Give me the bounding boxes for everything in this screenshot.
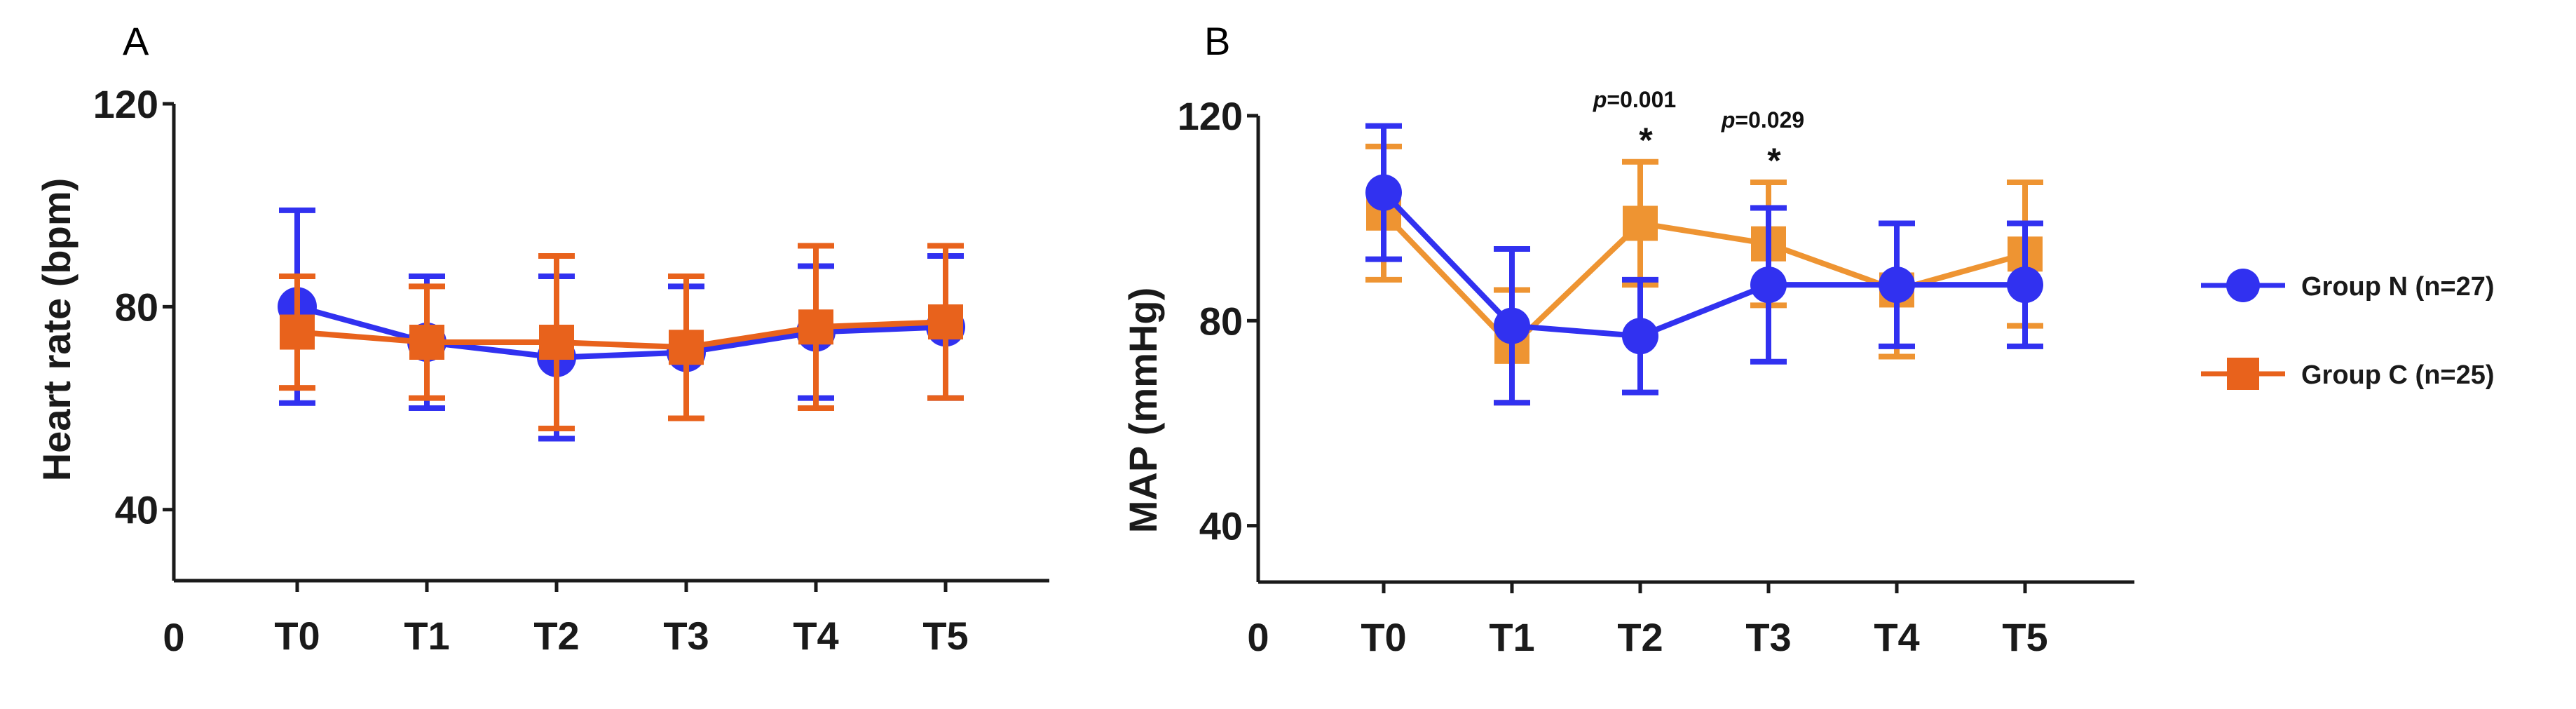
panel-a: A Heart rate (bpm) 0 40 80 120 T0 T1 T2 T3 T4 T…	[34, 19, 1049, 659]
panel-b-series-group-n	[1365, 123, 2043, 406]
panel-b-x-tick-label-t4: T4	[1874, 615, 1919, 659]
panel-a-x-tick-label-t0: T0	[274, 614, 320, 658]
panel-a-x-tick-label-t4: T4	[793, 614, 838, 658]
panel-b-group-n-point-t1	[1494, 307, 1530, 344]
panel-a-label: A	[123, 19, 149, 63]
panel-b-annotation-star-t2: *	[1639, 121, 1653, 160]
panel-b-group-n-point-t5	[2007, 266, 2043, 304]
panel-a-x-tick-label-t1: T1	[404, 614, 449, 658]
panel-a-x-origin-label: 0	[163, 615, 184, 659]
panel-b: B MAP (mmHg) 0 40 80 120 T0 T1 T2 T3 T4 T5 * p=0…	[1121, 19, 2134, 659]
panel-a-y-axis-title: Heart rate (bpm)	[34, 178, 79, 482]
panel-a-group-c-point-t3	[669, 330, 704, 365]
panel-b-x-tick-label-t0: T0	[1361, 615, 1406, 659]
panel-a-group-c-point-t2	[539, 325, 574, 360]
panel-b-group-n-point-t3	[1750, 266, 1787, 304]
panel-b-annotation-pvalue-t3: p=0.029	[1721, 107, 1804, 133]
panel-b-group-n-point-t4	[1879, 266, 1915, 304]
panel-a-series-group-c	[279, 243, 964, 431]
legend-item-group-c: Group C (n=25)	[2201, 358, 2495, 390]
panel-b-y-tick-label-80: 80	[1199, 299, 1243, 343]
panel-b-x-tick-label-t3: T3	[1745, 615, 1791, 659]
panel-b-x-tick-label-t2: T2	[1617, 615, 1663, 659]
panel-a-group-c-line	[297, 319, 946, 351]
panel-b-group-n-point-t0	[1365, 174, 1402, 211]
panel-a-y-tick-label-40: 40	[115, 488, 158, 532]
panel-b-x-tick-label-t1: T1	[1489, 615, 1534, 659]
panel-b-annotation-star-t3: *	[1767, 141, 1781, 180]
panel-b-x-tick-label-t5: T5	[2002, 615, 2047, 659]
panel-b-group-c-point-t2	[1623, 205, 1658, 241]
panel-a-group-c-point-t5	[928, 304, 963, 340]
panel-a-x-tick-label-t5: T5	[922, 614, 968, 658]
legend-group-c-marker	[2227, 358, 2259, 390]
panel-a-x-tick-label-t2: T2	[533, 614, 579, 658]
panel-b-y-axis-title: MAP (mmHg)	[1121, 288, 1165, 534]
panel-b-annotation-pvalue-t2: p=0.001	[1593, 87, 1676, 112]
legend-group-n-marker	[2226, 269, 2260, 302]
legend-group-c-label: Group C (n=25)	[2301, 360, 2495, 390]
panel-b-y-tick-label-120: 120	[1178, 94, 1243, 138]
panel-a-y-tick-label-80: 80	[115, 285, 158, 329]
panel-b-y-tick-label-40: 40	[1199, 504, 1243, 548]
panel-a-x-tick-label-t3: T3	[663, 614, 709, 658]
panel-a-y-tick-label-120: 120	[93, 82, 158, 126]
panel-b-group-n-point-t2	[1622, 318, 1658, 355]
panel-a-group-c-point-t1	[409, 325, 444, 360]
panel-b-group-n-line	[1382, 190, 2025, 339]
panel-b-group-c-line	[1382, 211, 2026, 351]
panel-a-group-n-line	[296, 304, 946, 360]
panel-b-x-origin-label: 0	[1247, 615, 1269, 659]
legend-group-n-label: Group N (n=27)	[2301, 272, 2495, 302]
panel-b-label: B	[1204, 19, 1230, 63]
legend-item-group-n: Group N (n=27)	[2201, 269, 2495, 302]
panel-a-group-c-point-t4	[798, 309, 833, 345]
panel-a-group-c-point-t0	[280, 314, 315, 350]
legend: Group N (n=27) Group C (n=25)	[2201, 269, 2495, 390]
panel-b-series-group-c	[1365, 143, 2043, 406]
